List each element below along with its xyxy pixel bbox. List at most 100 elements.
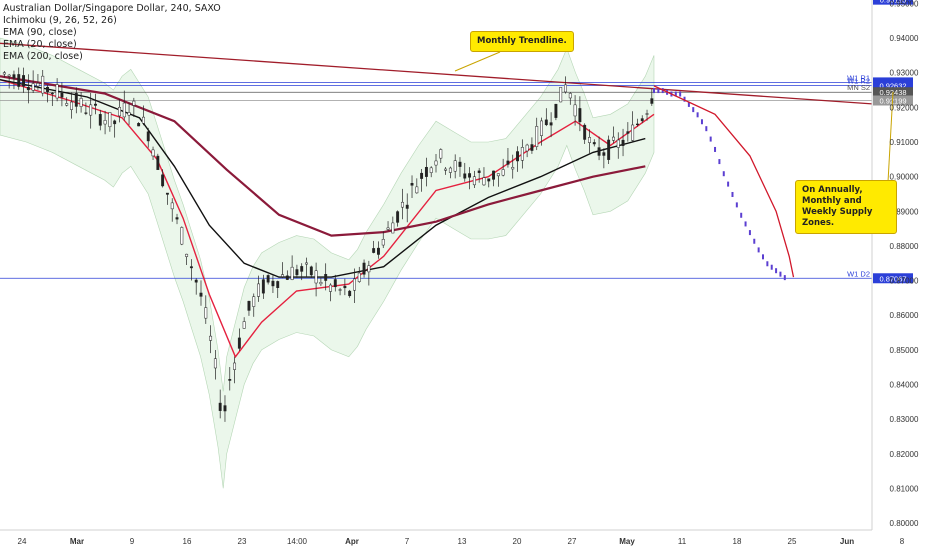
price-tick-label: 0.86000	[890, 311, 919, 320]
candle-body	[468, 173, 472, 178]
candle-body	[616, 139, 620, 148]
candle-body	[640, 118, 644, 122]
candle-body	[242, 321, 246, 329]
candle-body	[621, 139, 625, 146]
ema-line	[0, 79, 655, 359]
candle-body	[635, 123, 639, 126]
time-tick-label: May	[619, 537, 635, 546]
level-price-value: 0.92632	[879, 81, 906, 90]
candle-body	[146, 131, 150, 142]
candle-body	[607, 139, 611, 160]
candle-body	[626, 131, 630, 134]
candle-body	[46, 86, 49, 92]
candle-body	[650, 98, 654, 104]
candle-body	[444, 168, 448, 171]
candle-body	[415, 186, 419, 194]
supply-note-pointer	[887, 91, 894, 183]
candle-body	[295, 269, 299, 276]
trendline-path	[0, 42, 873, 105]
candle-body	[103, 120, 107, 125]
projection-bar	[753, 238, 756, 244]
candle-body	[376, 247, 380, 255]
candle-body	[2, 72, 6, 75]
chart-legend: Australian Dollar/Singapore Dollar, 240,…	[3, 3, 221, 63]
candle-body	[333, 279, 337, 288]
candle-body	[396, 211, 400, 223]
candle-body	[516, 151, 519, 162]
candle-body	[113, 120, 117, 125]
legend-ema200[interactable]: EMA (200, close)	[3, 51, 83, 62]
candle-body	[631, 124, 635, 141]
candle-body	[26, 87, 30, 91]
candle-body	[429, 167, 433, 173]
projection-arc-path	[653, 85, 795, 278]
candle-body	[199, 292, 203, 297]
price-tick-label: 0.83000	[890, 415, 919, 424]
projection-bar	[657, 88, 660, 94]
candle-body	[290, 266, 294, 280]
candle-body	[578, 108, 582, 123]
candle-body	[492, 170, 496, 180]
price-tick-label: 0.82000	[890, 450, 919, 459]
candles	[2, 67, 654, 422]
candle-body	[79, 98, 83, 107]
legend-ema20[interactable]: EMA (20, close)	[3, 39, 77, 50]
level-price-tag	[873, 273, 913, 284]
candle-body	[285, 275, 289, 280]
time-tick-label: 13	[458, 537, 467, 546]
projection-bar	[674, 91, 677, 97]
candle-body	[367, 265, 371, 273]
candle-body	[65, 103, 69, 106]
candle-body	[506, 160, 510, 165]
time-tick-label: Jun	[840, 537, 854, 546]
price-tick-label: 0.85000	[890, 346, 919, 355]
candle-body	[118, 107, 121, 117]
candle-body	[84, 112, 88, 114]
candle-body	[314, 270, 318, 284]
trendline-note-pointer	[454, 51, 501, 72]
projection-arc	[454, 51, 894, 278]
candle-body	[271, 280, 275, 287]
candle-body	[305, 262, 308, 265]
legend-ichimoku[interactable]: Ichimoku (9, 26, 52, 26)	[3, 15, 117, 26]
projection-bar	[714, 146, 717, 152]
level-price-tag	[873, 80, 913, 91]
candle-body	[127, 112, 131, 116]
time-tick-label: 11	[678, 537, 687, 546]
candle-body	[592, 142, 596, 145]
candle-body	[588, 137, 591, 143]
price-tick-label: 0.95000	[890, 0, 919, 8]
candle-body	[252, 296, 256, 307]
candle-body	[151, 149, 155, 157]
candle-body	[348, 290, 352, 297]
projection-bar	[683, 96, 686, 102]
projection-bar	[705, 126, 708, 132]
candle-body	[549, 122, 553, 126]
candle-body	[55, 84, 59, 99]
price-tick-label: 0.80000	[890, 519, 919, 528]
ema-line	[0, 79, 646, 278]
candle-body	[213, 358, 217, 369]
candle-body	[233, 362, 237, 370]
ema-lines	[0, 75, 655, 359]
candle-body	[372, 248, 376, 253]
price-tick-label: 0.90000	[890, 173, 919, 182]
candle-body	[89, 104, 93, 116]
candle-body	[223, 405, 227, 412]
candle-body	[74, 93, 78, 107]
candle-body	[228, 379, 232, 381]
candle-body	[357, 272, 361, 282]
candle-body	[204, 307, 208, 319]
price-tick-label: 0.92000	[890, 103, 919, 112]
candle-body	[41, 75, 45, 94]
projection-bar	[740, 212, 743, 218]
candle-body	[410, 183, 414, 186]
candle-body	[602, 152, 606, 156]
legend-ema90[interactable]: EMA (90, close)	[3, 27, 77, 38]
candle-body	[434, 160, 438, 166]
candle-body	[400, 201, 404, 208]
candle-body	[482, 177, 486, 186]
price-tick-label: 0.84000	[890, 381, 919, 390]
candle-body	[70, 101, 73, 110]
